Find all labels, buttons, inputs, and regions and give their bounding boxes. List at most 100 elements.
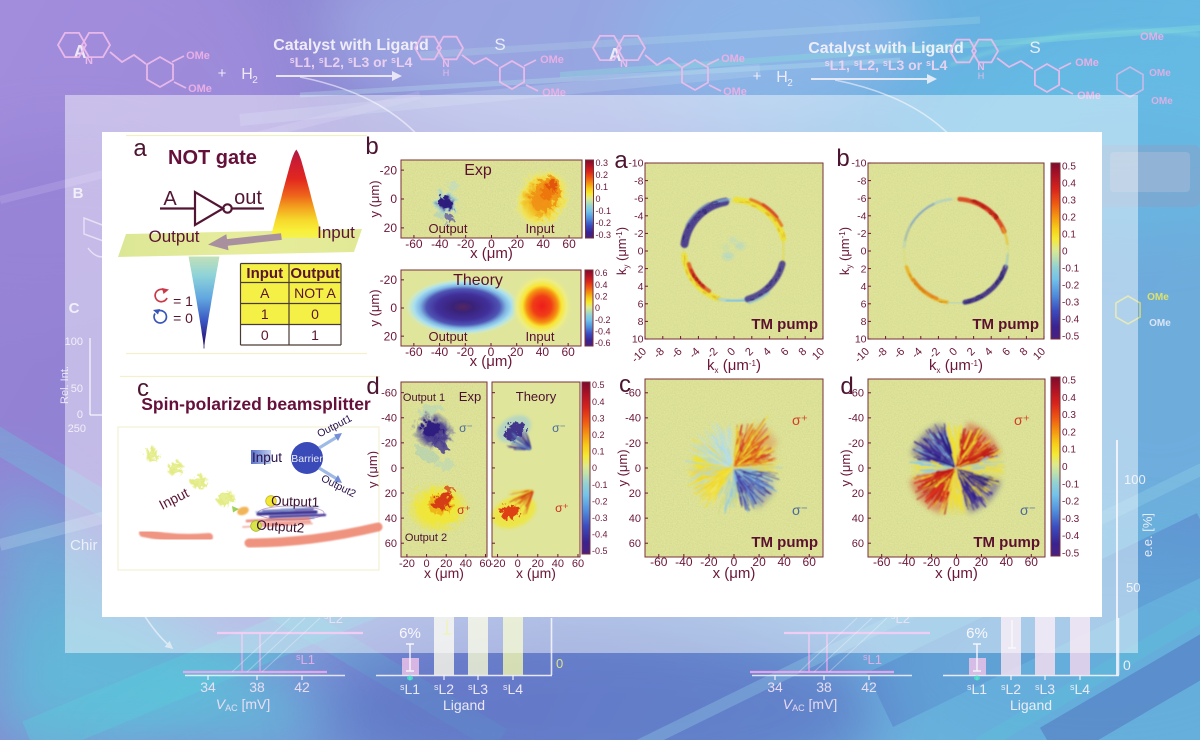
svg-text:40: 40	[629, 513, 641, 525]
svg-text:0.4: 0.4	[1062, 393, 1076, 404]
svg-text:-20: -20	[380, 273, 398, 287]
svg-text:Output: Output	[148, 227, 199, 246]
svg-text:x (μm): x (μm)	[470, 353, 513, 370]
svg-text:1: 1	[311, 327, 319, 343]
svg-text:8: 8	[638, 316, 644, 328]
svg-text:Exp: Exp	[464, 162, 492, 179]
svg-text:0: 0	[77, 409, 83, 421]
svg-text:= 1: = 1	[173, 293, 193, 309]
svg-text:-0.3: -0.3	[1062, 514, 1080, 525]
svg-text:Input: Input	[246, 265, 283, 282]
svg-text:NOT gate: NOT gate	[168, 147, 257, 169]
svg-text:8: 8	[861, 316, 867, 328]
svg-text:-0.3: -0.3	[592, 513, 608, 523]
svg-text:y (μm): y (μm)	[615, 449, 630, 486]
svg-text:0.3: 0.3	[592, 413, 605, 423]
svg-text:0: 0	[556, 656, 563, 671]
svg-text:sL1: sL1	[967, 681, 987, 697]
svg-text:Input: Input	[526, 329, 555, 344]
svg-text:10: 10	[632, 334, 644, 346]
svg-text:-6: -6	[634, 193, 643, 205]
svg-text:0: 0	[1062, 247, 1068, 258]
svg-text:S: S	[494, 35, 505, 54]
svg-text:0.2: 0.2	[596, 170, 609, 180]
svg-text:0: 0	[596, 194, 601, 204]
svg-text:σ⁻: σ⁻	[792, 502, 808, 518]
svg-text:x (μm): x (μm)	[713, 565, 756, 582]
svg-text:N: N	[620, 58, 628, 70]
svg-text:42: 42	[861, 679, 877, 695]
svg-text:20: 20	[532, 558, 544, 570]
svg-text:OMe: OMe	[1140, 31, 1164, 43]
svg-text:-4: -4	[634, 210, 643, 222]
svg-text:20: 20	[384, 329, 398, 343]
svg-text:σ⁻: σ⁻	[1020, 502, 1036, 518]
svg-text:-60: -60	[405, 345, 423, 359]
svg-text:-0.2: -0.2	[1062, 281, 1080, 292]
svg-text:OMe: OMe	[1149, 68, 1171, 79]
svg-text:Catalyst with Ligand: Catalyst with Ligand	[273, 37, 429, 54]
svg-text:d: d	[840, 373, 853, 400]
svg-text:-60: -60	[873, 555, 891, 569]
svg-text:sL1, sL2, sL3 or sL4: sL1, sL2, sL3 or sL4	[290, 54, 413, 70]
svg-text:-0.3: -0.3	[596, 230, 612, 240]
svg-text:0.4: 0.4	[595, 280, 608, 290]
svg-text:OMe: OMe	[186, 50, 210, 62]
svg-text:0.6: 0.6	[595, 268, 608, 278]
svg-text:-4: -4	[857, 210, 866, 222]
svg-text:0.2: 0.2	[1062, 427, 1076, 438]
svg-text:N: N	[85, 55, 93, 67]
svg-text:100: 100	[65, 336, 83, 348]
svg-text:50: 50	[1126, 580, 1140, 595]
svg-text:= 0: = 0	[173, 310, 193, 326]
svg-text:TM pump: TM pump	[972, 316, 1039, 333]
svg-text:σ⁻: σ⁻	[552, 421, 566, 435]
svg-text:c: c	[619, 371, 631, 398]
svg-text:-0.2: -0.2	[592, 496, 608, 506]
svg-text:40: 40	[852, 513, 864, 525]
svg-text:y (μm): y (μm)	[838, 449, 853, 486]
svg-text:OMe: OMe	[721, 53, 745, 65]
svg-text:-0.6: -0.6	[595, 338, 611, 348]
svg-text:C: C	[69, 300, 80, 317]
svg-text:Exp: Exp	[459, 389, 481, 404]
svg-text:1: 1	[261, 306, 269, 322]
svg-text:OMe: OMe	[1149, 318, 1171, 329]
svg-text:Rel. Int.: Rel. Int.	[59, 366, 71, 404]
svg-text:out: out	[234, 187, 262, 209]
svg-text:0: 0	[638, 246, 644, 258]
svg-text:-40: -40	[848, 413, 864, 425]
svg-text:250: 250	[68, 423, 86, 435]
svg-text:-20: -20	[381, 438, 397, 450]
svg-text:A: A	[163, 188, 177, 210]
svg-text:σ⁻: σ⁻	[459, 421, 473, 435]
svg-text:sL3: sL3	[468, 681, 488, 697]
svg-text:50: 50	[71, 383, 83, 395]
svg-text:0: 0	[261, 327, 269, 343]
svg-text:-40: -40	[431, 237, 449, 251]
svg-text:-6: -6	[857, 193, 866, 205]
svg-text:0: 0	[390, 301, 397, 315]
svg-text:-60: -60	[405, 237, 423, 251]
svg-text:0: 0	[311, 306, 319, 322]
svg-text:σ⁺: σ⁺	[555, 501, 569, 515]
svg-text:Ligand: Ligand	[1010, 697, 1052, 713]
svg-text:-8: -8	[634, 175, 643, 187]
svg-text:20: 20	[752, 555, 766, 569]
svg-text:A: A	[260, 285, 270, 301]
svg-text:H: H	[776, 69, 788, 86]
svg-text:-0.2: -0.2	[1062, 497, 1080, 508]
svg-text:0: 0	[731, 555, 738, 569]
svg-text:-10: -10	[628, 158, 643, 170]
svg-text:OMe: OMe	[1075, 57, 1099, 69]
svg-text:20: 20	[385, 488, 397, 500]
svg-text:Ligand: Ligand	[443, 697, 485, 713]
svg-text:40: 40	[1000, 555, 1014, 569]
svg-text:Input: Input	[526, 221, 555, 236]
svg-text:2: 2	[787, 78, 793, 89]
svg-text:34: 34	[767, 679, 783, 695]
svg-text:TM pump: TM pump	[973, 534, 1040, 551]
svg-text:c: c	[137, 375, 149, 402]
svg-text:N: N	[442, 59, 449, 70]
svg-text:40: 40	[552, 558, 564, 570]
